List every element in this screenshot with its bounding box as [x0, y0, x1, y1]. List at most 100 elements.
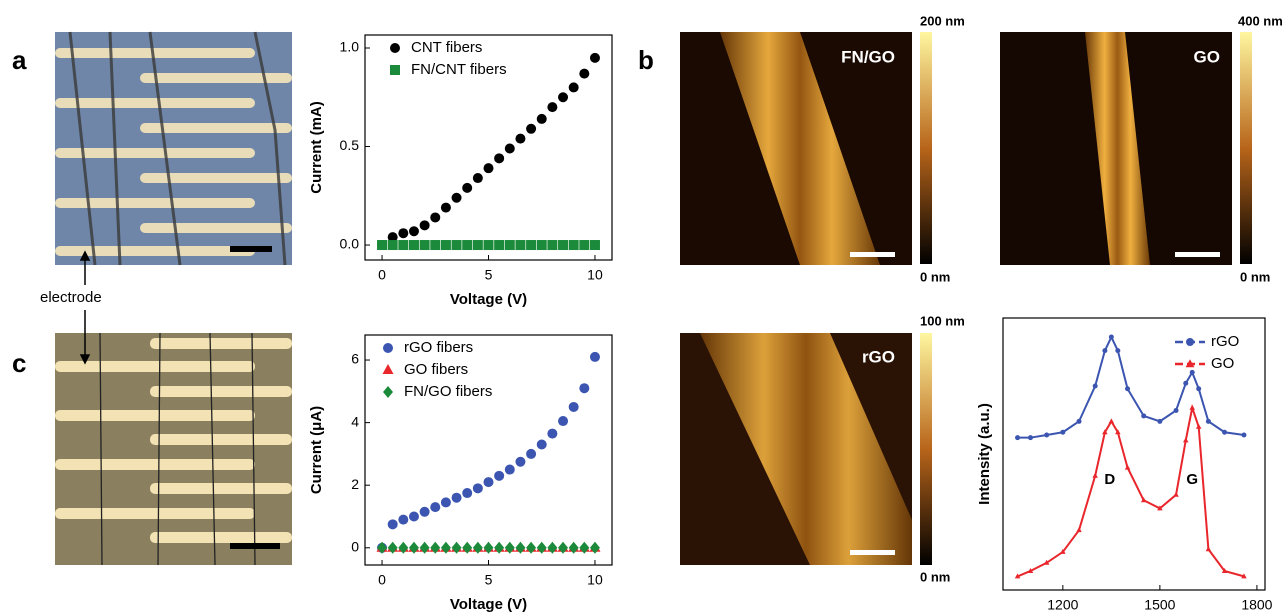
- data-point: [568, 401, 579, 412]
- data-point: [419, 541, 430, 554]
- data-point: [387, 232, 398, 243]
- y-tick-label: 0.5: [340, 137, 360, 153]
- x-tick-label: 0: [378, 267, 386, 283]
- y-tick-label: 0.0: [340, 236, 360, 252]
- data-point: [558, 92, 569, 103]
- data-point: [377, 240, 388, 251]
- data-point: [536, 113, 547, 124]
- data-point: [1015, 435, 1021, 441]
- legend-label: FN/CNT fibers: [411, 61, 507, 78]
- data-point: [430, 541, 441, 554]
- data-point: [568, 82, 579, 93]
- plot-frame: [1002, 317, 1266, 591]
- data-point: [398, 228, 409, 239]
- data-point: [419, 220, 430, 231]
- data-point: [1076, 527, 1082, 533]
- x-axis-label: Voltage (V): [450, 291, 527, 308]
- y-tick-label: 0: [351, 538, 359, 554]
- afm-images: [680, 32, 1252, 565]
- legend-marker: [390, 65, 400, 75]
- data-point: [568, 541, 579, 554]
- data-point: [504, 541, 515, 554]
- data-point: [451, 492, 462, 503]
- data-point: [408, 541, 419, 554]
- data-point: [1092, 383, 1098, 389]
- panel-label: c: [12, 348, 26, 378]
- data-point: [526, 240, 537, 251]
- data-point: [472, 173, 483, 184]
- data-point: [440, 497, 451, 508]
- data-point: [1027, 567, 1034, 573]
- data-point: [408, 226, 419, 237]
- micrograph-c: [55, 332, 292, 566]
- data-point: [494, 153, 505, 164]
- data-point: [1205, 546, 1212, 552]
- data-point: [579, 541, 590, 554]
- data-point: [1115, 429, 1121, 435]
- data-point: [1173, 407, 1179, 413]
- y-tick-label: 2: [351, 476, 359, 492]
- data-point: [515, 456, 526, 467]
- data-point: [589, 52, 600, 63]
- data-point: [579, 68, 590, 79]
- data-point: [1221, 567, 1228, 573]
- data-point: [1115, 348, 1121, 354]
- legend-marker: [382, 364, 394, 374]
- data-point: [1189, 404, 1195, 410]
- y-axis-label: Intensity (a.u.): [976, 403, 993, 505]
- data-point: [504, 464, 515, 475]
- data-point: [472, 483, 483, 494]
- data-point: [526, 541, 537, 554]
- data-point: [377, 541, 388, 554]
- data-point: [589, 541, 600, 554]
- data-point: [1125, 386, 1131, 392]
- data-point: [462, 182, 473, 193]
- panel-label: b: [638, 45, 654, 75]
- data-point: [440, 202, 451, 213]
- data-point: [387, 541, 398, 554]
- data-point: [1157, 418, 1163, 424]
- data-point: [494, 470, 505, 481]
- data-point: [1183, 380, 1189, 386]
- x-axis-label: Voltage (V): [450, 596, 527, 613]
- electrode-label: electrode: [40, 289, 102, 306]
- x-tick-label: 1500: [1144, 597, 1175, 613]
- x-tick-label: 1800: [1241, 597, 1272, 613]
- data-point: [558, 541, 569, 554]
- data-point: [462, 488, 473, 499]
- legend-label: rGO fibers: [404, 339, 473, 356]
- data-point: [515, 240, 526, 251]
- data-point: [462, 541, 473, 554]
- data-point: [419, 506, 430, 517]
- data-point: [515, 541, 526, 554]
- data-point: [547, 102, 558, 113]
- data-point: [1173, 491, 1179, 497]
- panel-label: a: [12, 45, 27, 75]
- data-point: [1060, 548, 1066, 554]
- y-tick-label: 6: [351, 351, 359, 367]
- data-point: [483, 477, 494, 488]
- data-point: [398, 240, 409, 251]
- data-point: [558, 240, 569, 251]
- y-axis-label: Current (μA): [308, 406, 325, 494]
- data-point: [589, 351, 600, 362]
- data-point: [1241, 432, 1247, 438]
- annotation: D: [1104, 471, 1115, 488]
- data-point: [1222, 429, 1228, 435]
- x-tick-label: 5: [485, 267, 493, 283]
- data-point: [1241, 573, 1247, 579]
- data-point: [526, 123, 537, 134]
- data-point: [547, 428, 558, 439]
- data-point: [1189, 369, 1195, 375]
- legend-label: FN/GO fibers: [404, 383, 492, 400]
- legend-marker: [390, 43, 400, 53]
- legend-label: rGO: [1211, 333, 1239, 350]
- data-point: [536, 439, 547, 450]
- scale-min: 0 nm: [920, 569, 950, 584]
- data-point: [398, 541, 409, 554]
- data-point: [472, 240, 483, 251]
- data-point: [440, 541, 451, 554]
- data-point: [558, 416, 569, 427]
- data-point: [430, 212, 441, 223]
